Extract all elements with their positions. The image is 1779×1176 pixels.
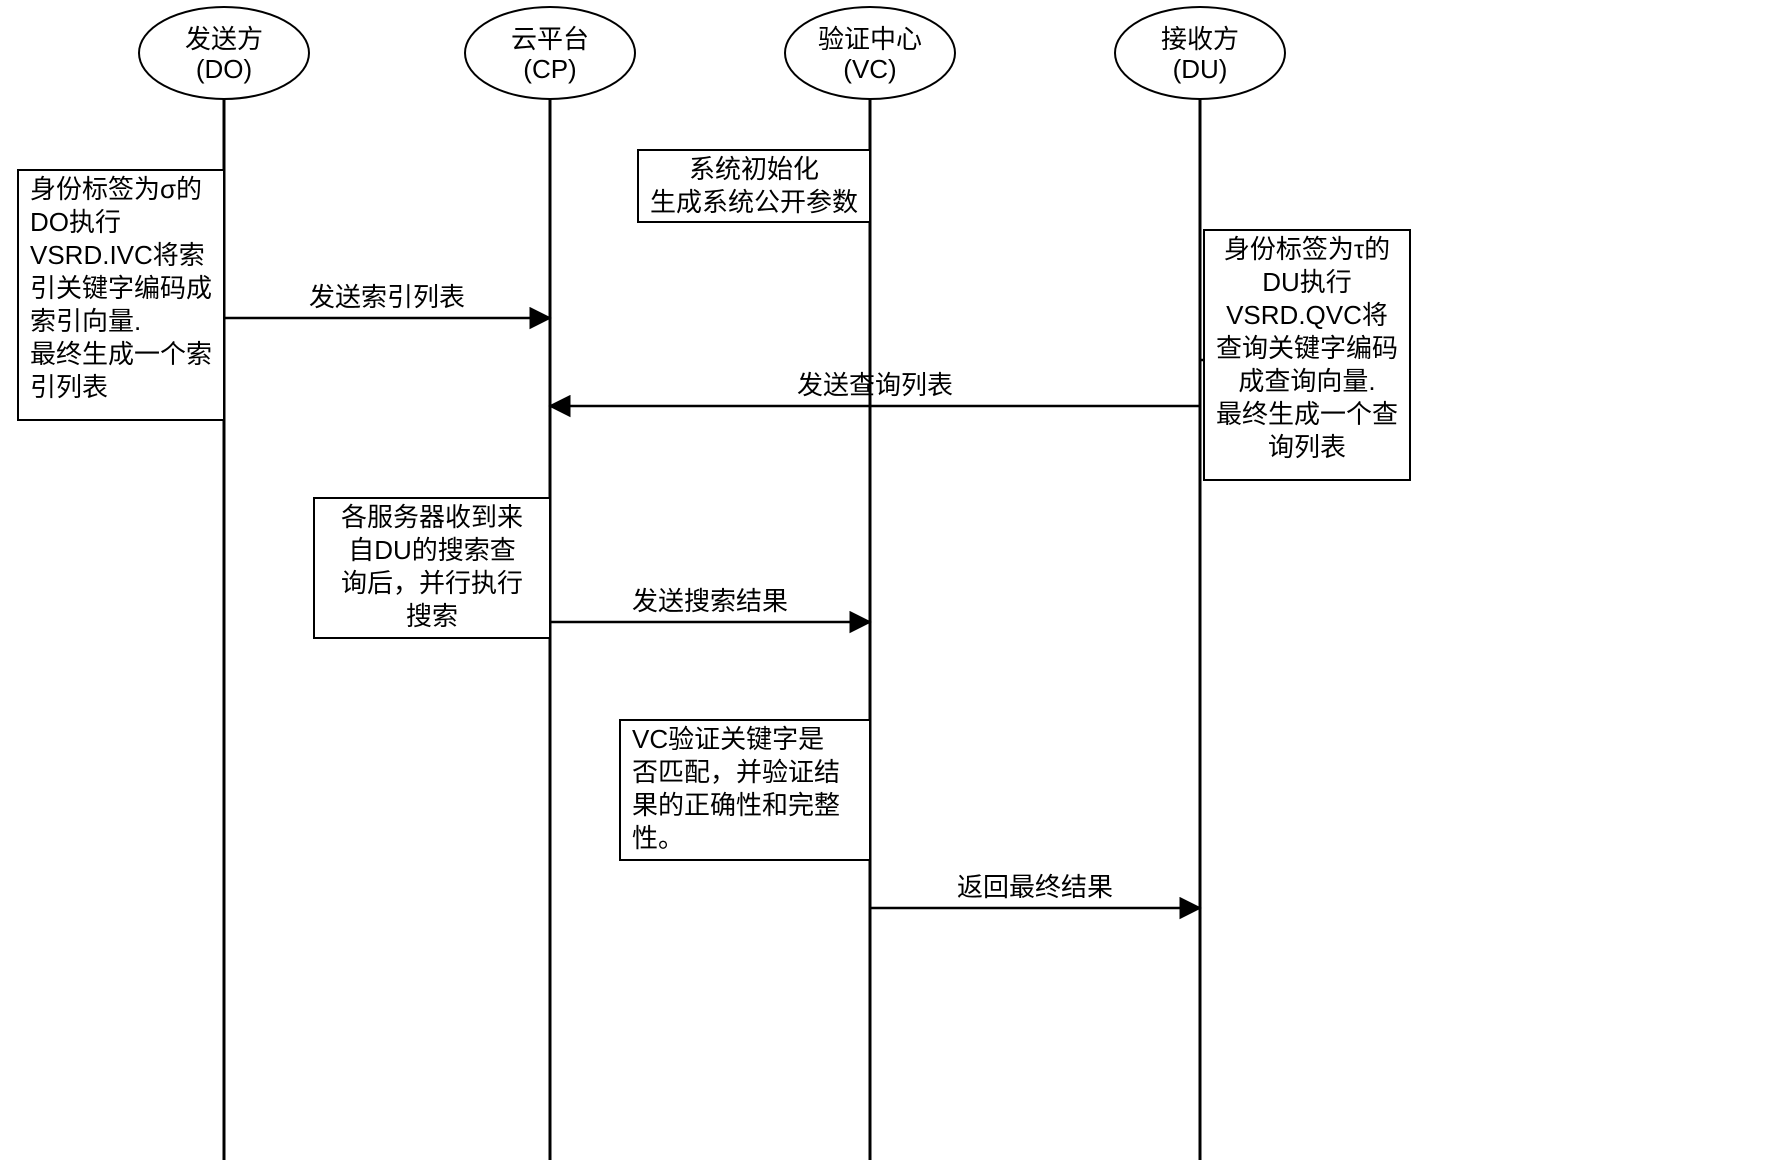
note-cp-search-line-2: 询后，并行执行 bbox=[341, 568, 523, 598]
note-vc-verify: VC验证关键字是否匹配，并验证结果的正确性和完整性。 bbox=[620, 720, 870, 860]
note-du-note-line-0: 身份标签为τ的 bbox=[1224, 234, 1390, 264]
actor-do-label1: 发送方 bbox=[185, 24, 263, 54]
note-do-note-line-3: 引关键字编码成 bbox=[30, 273, 212, 303]
note-du-note: 身份标签为τ的DU执行VSRD.QVC将查询关键字编码成查询向量.最终生成一个查… bbox=[1200, 230, 1410, 480]
note-du-note-line-2: VSRD.QVC将 bbox=[1226, 300, 1388, 330]
note-vc-verify-line-3: 性。 bbox=[632, 823, 684, 853]
note-do-note-line-2: VSRD.IVC将索 bbox=[30, 240, 205, 270]
actor-vc: 验证中心(VC) bbox=[785, 7, 955, 99]
note-vc-verify-line-1: 否匹配，并验证结 bbox=[632, 757, 840, 787]
note-du-note-line-5: 最终生成一个查 bbox=[1216, 399, 1398, 429]
note-do-note-line-1: DO执行 bbox=[30, 207, 121, 237]
note-cp-search: 各服务器收到来自DU的搜索查询后，并行执行搜索 bbox=[314, 498, 550, 638]
message-m2-label: 发送查询列表 bbox=[797, 370, 953, 400]
note-vc-init: 系统初始化生成系统公开参数 bbox=[638, 150, 870, 222]
note-vc-verify-line-2: 果的正确性和完整 bbox=[632, 790, 840, 820]
message-m3: 发送搜索结果 bbox=[550, 586, 870, 622]
note-cp-search-line-0: 各服务器收到来 bbox=[341, 502, 523, 532]
note-du-note-line-1: DU执行 bbox=[1262, 267, 1352, 297]
note-do-note: 身份标签为σ的DO执行VSRD.IVC将索引关键字编码成索引向量.最终生成一个索… bbox=[18, 170, 224, 420]
message-m2: 发送查询列表 bbox=[550, 370, 1200, 406]
note-vc-init-line-0: 系统初始化 bbox=[689, 154, 819, 184]
note-du-note-line-6: 询列表 bbox=[1268, 432, 1346, 462]
message-m4: 返回最终结果 bbox=[870, 872, 1200, 908]
note-cp-search-line-1: 自DU的搜索查 bbox=[348, 535, 516, 565]
message-m4-label: 返回最终结果 bbox=[957, 872, 1113, 902]
note-do-note-line-4: 索引向量. bbox=[30, 306, 141, 336]
note-vc-verify-line-0: VC验证关键字是 bbox=[632, 724, 824, 754]
message-m1-label: 发送索引列表 bbox=[309, 282, 465, 312]
note-vc-init-line-1: 生成系统公开参数 bbox=[650, 187, 858, 217]
actor-cp-label1: 云平台 bbox=[511, 24, 589, 54]
sequence-diagram: 发送方(DO) 云平台(CP) 验证中心(VC) 接收方(DU) 系统初始化生成系统公开… bbox=[0, 0, 1779, 1176]
actor-do: 发送方(DO) bbox=[139, 7, 309, 99]
note-do-note-line-6: 引列表 bbox=[30, 372, 108, 402]
actor-cp: 云平台(CP) bbox=[465, 7, 635, 99]
actor-du: 接收方(DU) bbox=[1115, 7, 1285, 99]
note-do-note-line-0: 身份标签为σ的 bbox=[30, 174, 202, 204]
actor-vc-label2: (VC) bbox=[843, 54, 896, 84]
note-du-note-line-3: 查询关键字编码 bbox=[1216, 333, 1398, 363]
note-cp-search-line-3: 搜索 bbox=[406, 601, 458, 631]
note-du-note-line-4: 成查询向量. bbox=[1238, 366, 1375, 396]
actor-vc-label1: 验证中心 bbox=[818, 24, 922, 54]
actor-cp-label2: (CP) bbox=[523, 54, 576, 84]
message-m3-label: 发送搜索结果 bbox=[632, 586, 788, 616]
actor-du-label1: 接收方 bbox=[1161, 24, 1239, 54]
note-do-note-line-5: 最终生成一个索 bbox=[30, 339, 212, 369]
message-m1: 发送索引列表 bbox=[224, 282, 550, 318]
actor-do-label2: (DO) bbox=[196, 54, 252, 84]
actor-du-label2: (DU) bbox=[1173, 54, 1228, 84]
